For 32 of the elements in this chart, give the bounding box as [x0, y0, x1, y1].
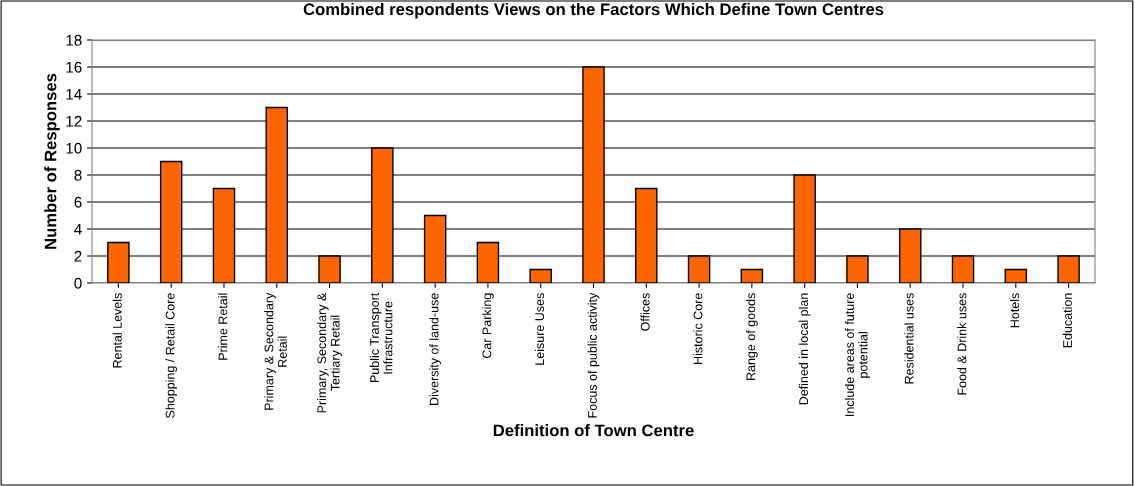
x-tick-label: Car Parking — [482, 293, 494, 359]
y-tick-label: 18 — [66, 34, 82, 46]
x-axis-title: Definition of Town Centre — [493, 424, 694, 437]
x-tick-label: Historic Core — [693, 293, 703, 364]
x-tick-label: Education — [1062, 293, 1072, 348]
x-tick-label: Residential uses — [904, 293, 914, 384]
y-tick-label: 2 — [74, 250, 82, 262]
x-tick-label: Primary, Secondary & Tertiary Retail — [316, 292, 343, 413]
y-tick-label: 0 — [74, 277, 82, 289]
x-tick-label: Food & Drink uses — [957, 293, 967, 395]
x-tick-label: Include areas of future potential — [844, 293, 871, 416]
x-tick-label: Offices — [640, 293, 650, 331]
x-tick-label: Diversity of land-use — [429, 293, 441, 405]
chart-title: Combined respondents Views on the Factors Which Define Town Centres — [303, 2, 884, 19]
y-tick-label: 10 — [66, 142, 82, 154]
x-tick-label: Hotels — [1009, 293, 1020, 328]
x-tick-label: Public Transport Infrastructure — [369, 292, 393, 383]
y-axis-title: Number of Responses — [44, 73, 60, 249]
y-tick-label: 12 — [66, 115, 82, 127]
x-tick-label: Range of goods — [746, 293, 758, 380]
x-tick-label: Focus of public activity — [587, 292, 600, 418]
x-tick-label: Shopping / Retail Core — [165, 293, 178, 418]
y-tick-label: 8 — [74, 169, 82, 181]
y-tick-label: 6 — [74, 196, 82, 208]
x-tick-label: Rental Levels — [112, 293, 122, 368]
x-tick-label: Leisure Uses — [534, 293, 545, 365]
x-tick-label: Primary & Secondary Retail — [264, 292, 287, 410]
y-tick-label: 14 — [66, 89, 82, 100]
y-tick-label: 4 — [74, 224, 82, 235]
x-tick-label: Defined in local plan — [798, 293, 811, 405]
x-tick-label: Prime Retail — [218, 293, 228, 360]
y-tick-label: 16 — [66, 61, 82, 73]
